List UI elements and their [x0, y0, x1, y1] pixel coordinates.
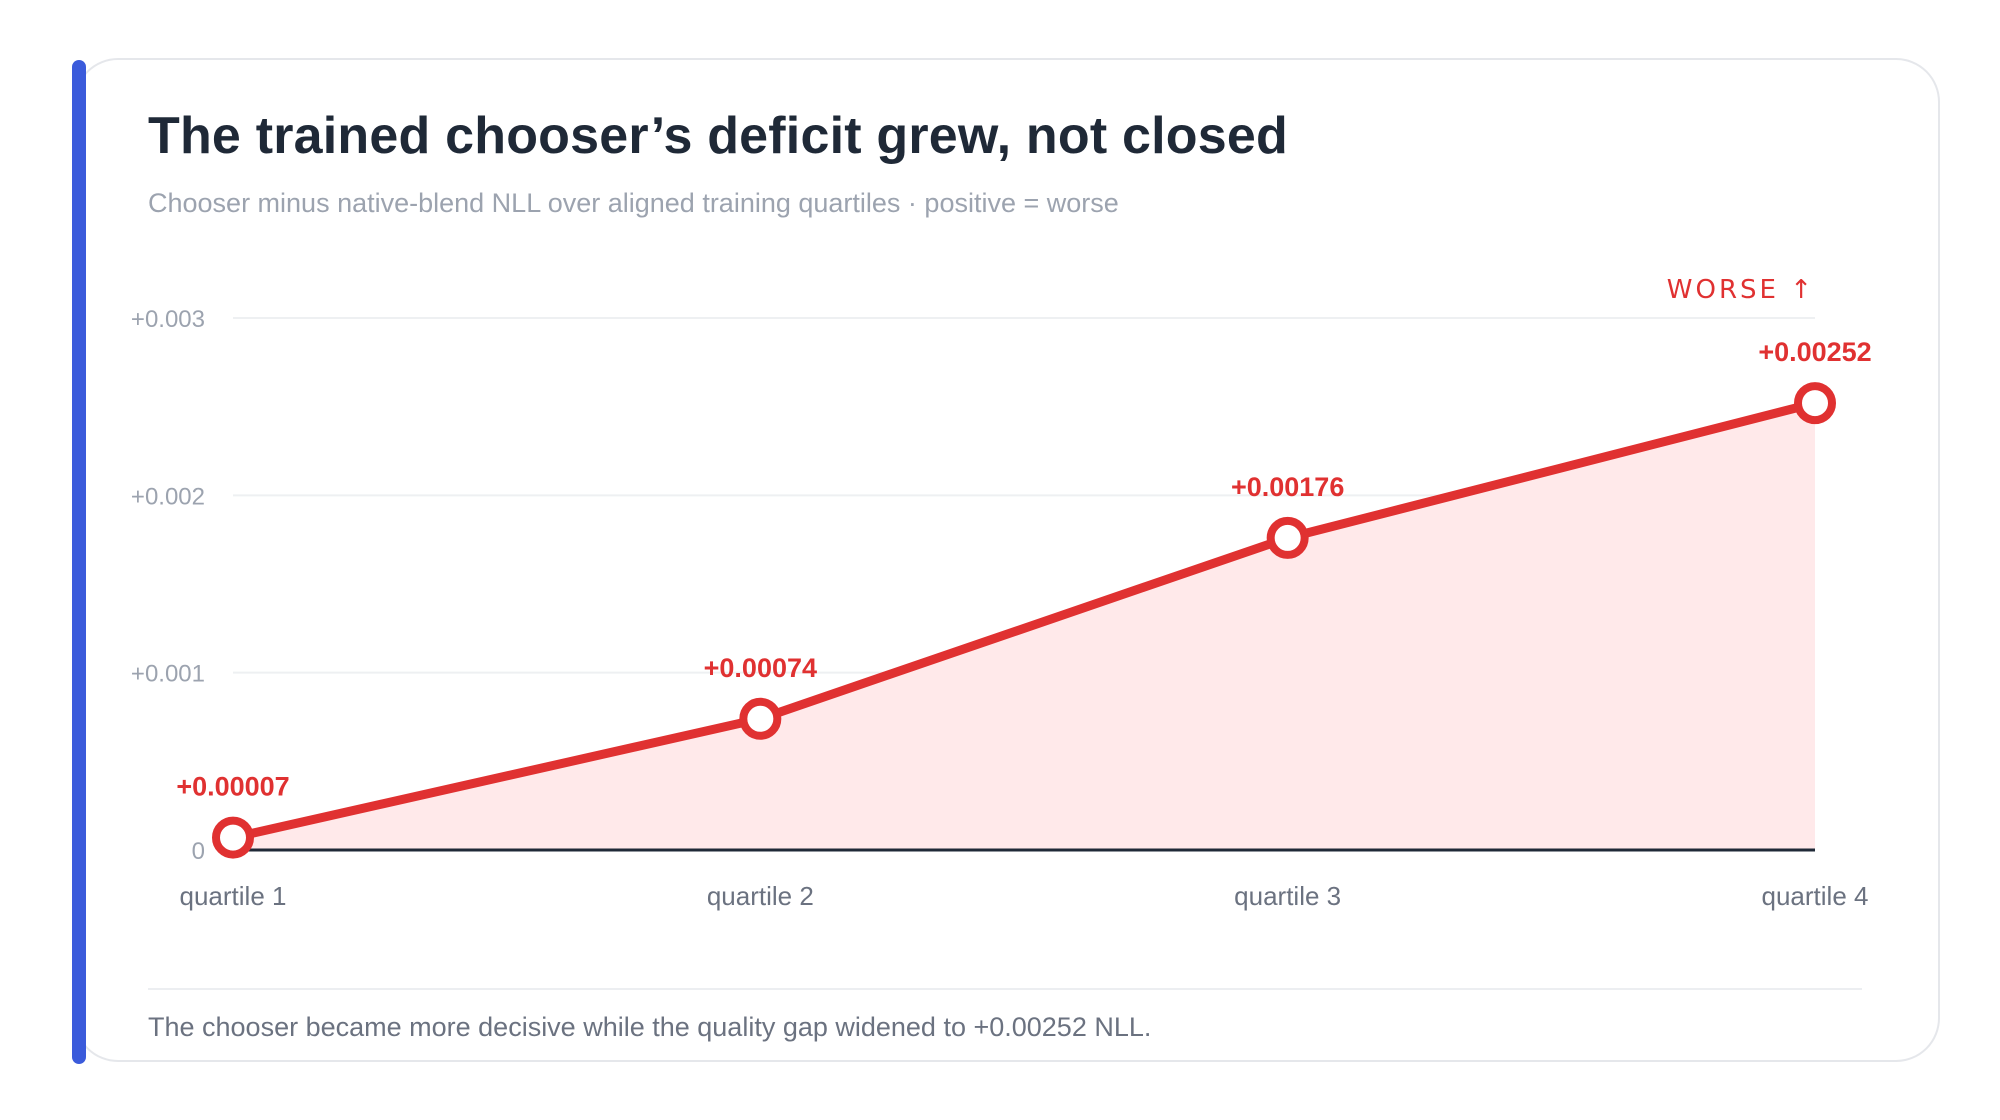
data-label: +0.00252 — [1758, 337, 1871, 367]
chart-title: The trained chooser’s deficit grew, not … — [148, 107, 1288, 165]
data-points — [212, 382, 1836, 859]
data-label: +0.00007 — [176, 772, 289, 802]
footer-note: The chooser became more decisive while t… — [148, 1012, 1152, 1042]
series-line — [228, 398, 1820, 843]
data-label: +0.00176 — [1231, 472, 1344, 502]
data-point — [739, 697, 782, 740]
footer-divider — [148, 988, 1862, 990]
y-tick-label: +0.002 — [131, 483, 205, 510]
series-area-fill — [233, 403, 1815, 850]
y-tick-label: +0.001 — [131, 661, 205, 688]
y-tick-label: 0 — [192, 838, 205, 865]
x-category-label: quartile 3 — [1234, 881, 1341, 911]
x-category-label: quartile 4 — [1762, 881, 1869, 911]
x-category-label: quartile 1 — [180, 881, 287, 911]
data-point — [1266, 516, 1309, 559]
direction-label: WORSE ↑ — [1667, 275, 1815, 305]
chart-subtitle: Chooser minus native-blend NLL over alig… — [148, 188, 1119, 218]
data-labels: +0.00007 +0.00074 +0.00176 +0.00252 — [176, 337, 1871, 801]
x-category-label: quartile 2 — [707, 881, 814, 911]
x-axis-categories: quartile 1 quartile 2 quartile 3 quartile 4 — [180, 881, 1869, 911]
data-point — [212, 816, 254, 859]
y-tick-label: +0.003 — [131, 306, 205, 333]
data-label: +0.00074 — [704, 653, 817, 683]
card-accent-bar — [72, 60, 86, 1064]
line-chart: 0+0.001+0.002+0.003 +0.00007+0.00074+0.0… — [131, 275, 1872, 911]
data-point — [1794, 382, 1836, 425]
y-axis-ticks: 0 +0.001 +0.002 +0.003 — [131, 306, 205, 865]
